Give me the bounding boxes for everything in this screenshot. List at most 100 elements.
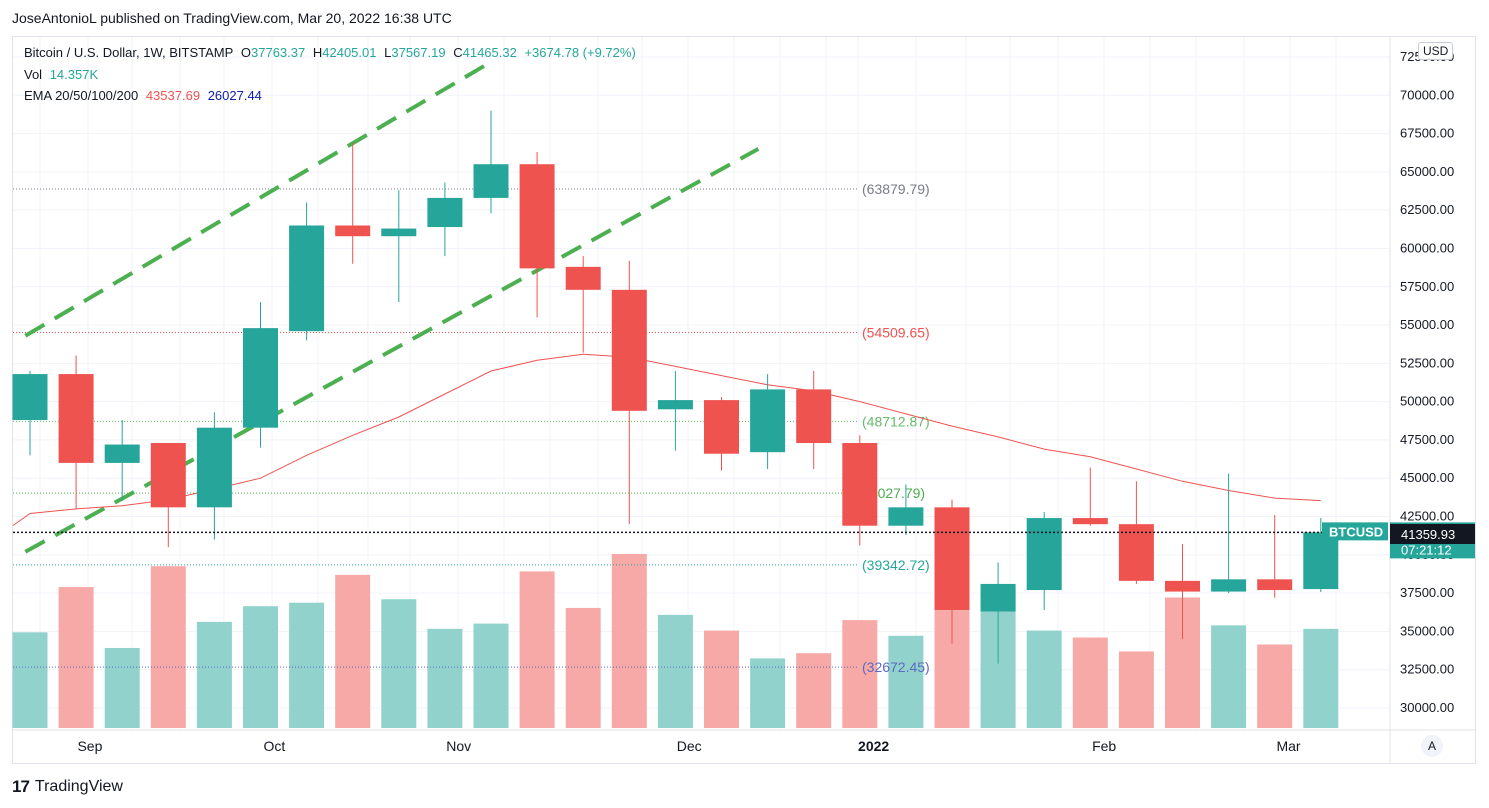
bar-countdown: 07:21:12 — [1401, 542, 1452, 557]
legend-ema-value-1: 43537.69 — [145, 88, 201, 103]
crosshair-price-tag-box — [1390, 523, 1475, 544]
volume-bar — [565, 607, 601, 728]
volume-bar — [427, 628, 463, 728]
candle-body — [427, 197, 463, 228]
candle-body — [1303, 532, 1339, 590]
fib-level-label: (39342.72) — [862, 557, 930, 573]
candle-body — [1165, 580, 1200, 592]
volume-bar — [104, 647, 140, 728]
candle-body — [657, 400, 693, 410]
candle-body — [611, 289, 647, 411]
legend-ema: EMA 20/50/100/200 43537.69 26027.44 — [24, 88, 266, 103]
candle-body — [1211, 579, 1247, 592]
volume-bar — [796, 653, 832, 728]
fib-level-label: (32672.45) — [862, 659, 930, 675]
legend-ohlc: Bitcoin / U.S. Dollar, 1W, BITSTAMP O377… — [24, 45, 640, 60]
candle-body — [12, 374, 48, 421]
volume-bar — [704, 630, 739, 728]
candle-body — [980, 583, 1016, 612]
channel-line — [24, 147, 760, 554]
y-tick-label: 42500.00 — [1400, 509, 1454, 524]
y-tick-label: 52500.00 — [1400, 355, 1454, 370]
candle-body — [196, 427, 232, 508]
volume-bar — [58, 587, 94, 728]
candle-body — [565, 266, 601, 290]
legend-open-label: O — [240, 45, 252, 60]
symbol-tag: BTCUSD — [1329, 524, 1383, 539]
y-tick-label: 65000.00 — [1400, 164, 1454, 179]
channel-line — [24, 62, 488, 338]
x-tick-label: Feb — [1092, 738, 1116, 754]
candle-body — [704, 400, 739, 454]
legend-ema-value-2: 26027.44 — [207, 88, 262, 103]
y-tick-label: 30000.00 — [1400, 700, 1454, 715]
x-tick-label: Oct — [263, 738, 285, 754]
volume-bar — [1257, 644, 1293, 728]
candle-body — [104, 444, 140, 463]
candle-body — [1072, 518, 1108, 525]
candle-body — [289, 225, 325, 332]
legend-symbol[interactable]: Bitcoin / U.S. Dollar, 1W, BITSTAMP — [24, 45, 234, 60]
volume-bar — [657, 614, 693, 728]
y-tick-label: 55000.00 — [1400, 317, 1454, 332]
publisher-line: JoseAntonioL published on TradingView.co… — [12, 10, 452, 26]
symbol-tag-box — [1322, 522, 1388, 541]
legend-change: +3674.78 (+9.72%) — [524, 45, 636, 60]
x-tick-label: Sep — [77, 738, 102, 754]
x-tick-label: Mar — [1276, 738, 1300, 754]
crosshair-price-label: 41359.93 — [1401, 527, 1455, 542]
volume-bar — [888, 635, 924, 728]
legend-low-label: L — [384, 45, 392, 60]
volume-bar — [381, 599, 417, 728]
x-tick-label: Dec — [677, 738, 702, 754]
auto-scale-button[interactable]: A — [1421, 735, 1443, 757]
fib-level-label: (54509.65) — [862, 325, 930, 341]
y-tick-label: 57500.00 — [1400, 279, 1454, 294]
fib-level-label: 44027.79) — [862, 485, 925, 501]
fib-level-label: (48712.87) — [862, 413, 930, 429]
legend-high-label: H — [312, 45, 323, 60]
x-tick-label: 2022 — [858, 738, 889, 754]
legend-vol-label[interactable]: Vol — [24, 67, 43, 82]
legend-volume: Vol 14.357K — [24, 67, 102, 82]
y-tick-label: 37500.00 — [1400, 585, 1454, 600]
candle-body — [335, 225, 371, 237]
y-tick-label: 60000.00 — [1400, 240, 1454, 255]
volume-bar — [12, 632, 48, 728]
candle-body — [842, 442, 878, 526]
candle-body — [888, 507, 924, 526]
currency-button[interactable]: USD — [1418, 42, 1454, 60]
volume-bar — [611, 554, 647, 728]
candle-body — [150, 442, 186, 508]
candle-body — [519, 164, 555, 269]
volume-bar — [196, 621, 232, 728]
y-tick-label: 35000.00 — [1400, 623, 1454, 638]
tradingview-brand[interactable]: 17 TradingView — [12, 777, 123, 797]
y-tick-label: 62500.00 — [1400, 202, 1454, 217]
volume-bar — [519, 571, 555, 728]
volume-bar — [1072, 637, 1108, 728]
legend-ema-label[interactable]: EMA 20/50/100/200 — [24, 88, 139, 103]
candle-body — [58, 374, 94, 463]
legend-close-label: C — [453, 45, 463, 60]
candle-body — [750, 389, 786, 453]
fib-level-label: (63879.79) — [862, 181, 930, 197]
legend-low-value: 37567.19 — [391, 45, 446, 60]
candle-body — [1118, 524, 1154, 581]
legend-vol-value: 14.357K — [49, 67, 99, 82]
volume-bar — [150, 566, 186, 728]
brand-name: TradingView — [34, 778, 123, 795]
volume-bar — [750, 658, 786, 728]
volume-bar — [243, 606, 278, 728]
volume-bar — [473, 623, 509, 728]
candle-body — [243, 328, 278, 428]
legend-high-value: 42405.01 — [322, 45, 377, 60]
tradingview-logo-icon: 17 — [12, 777, 30, 796]
volume-bar — [1118, 651, 1154, 728]
volume-bar — [1211, 625, 1247, 728]
y-tick-label: 45000.00 — [1400, 470, 1454, 485]
y-tick-label: 67500.00 — [1400, 126, 1454, 141]
legend-open-value: 37763.37 — [251, 45, 306, 60]
y-tick-label: 70000.00 — [1400, 87, 1454, 102]
